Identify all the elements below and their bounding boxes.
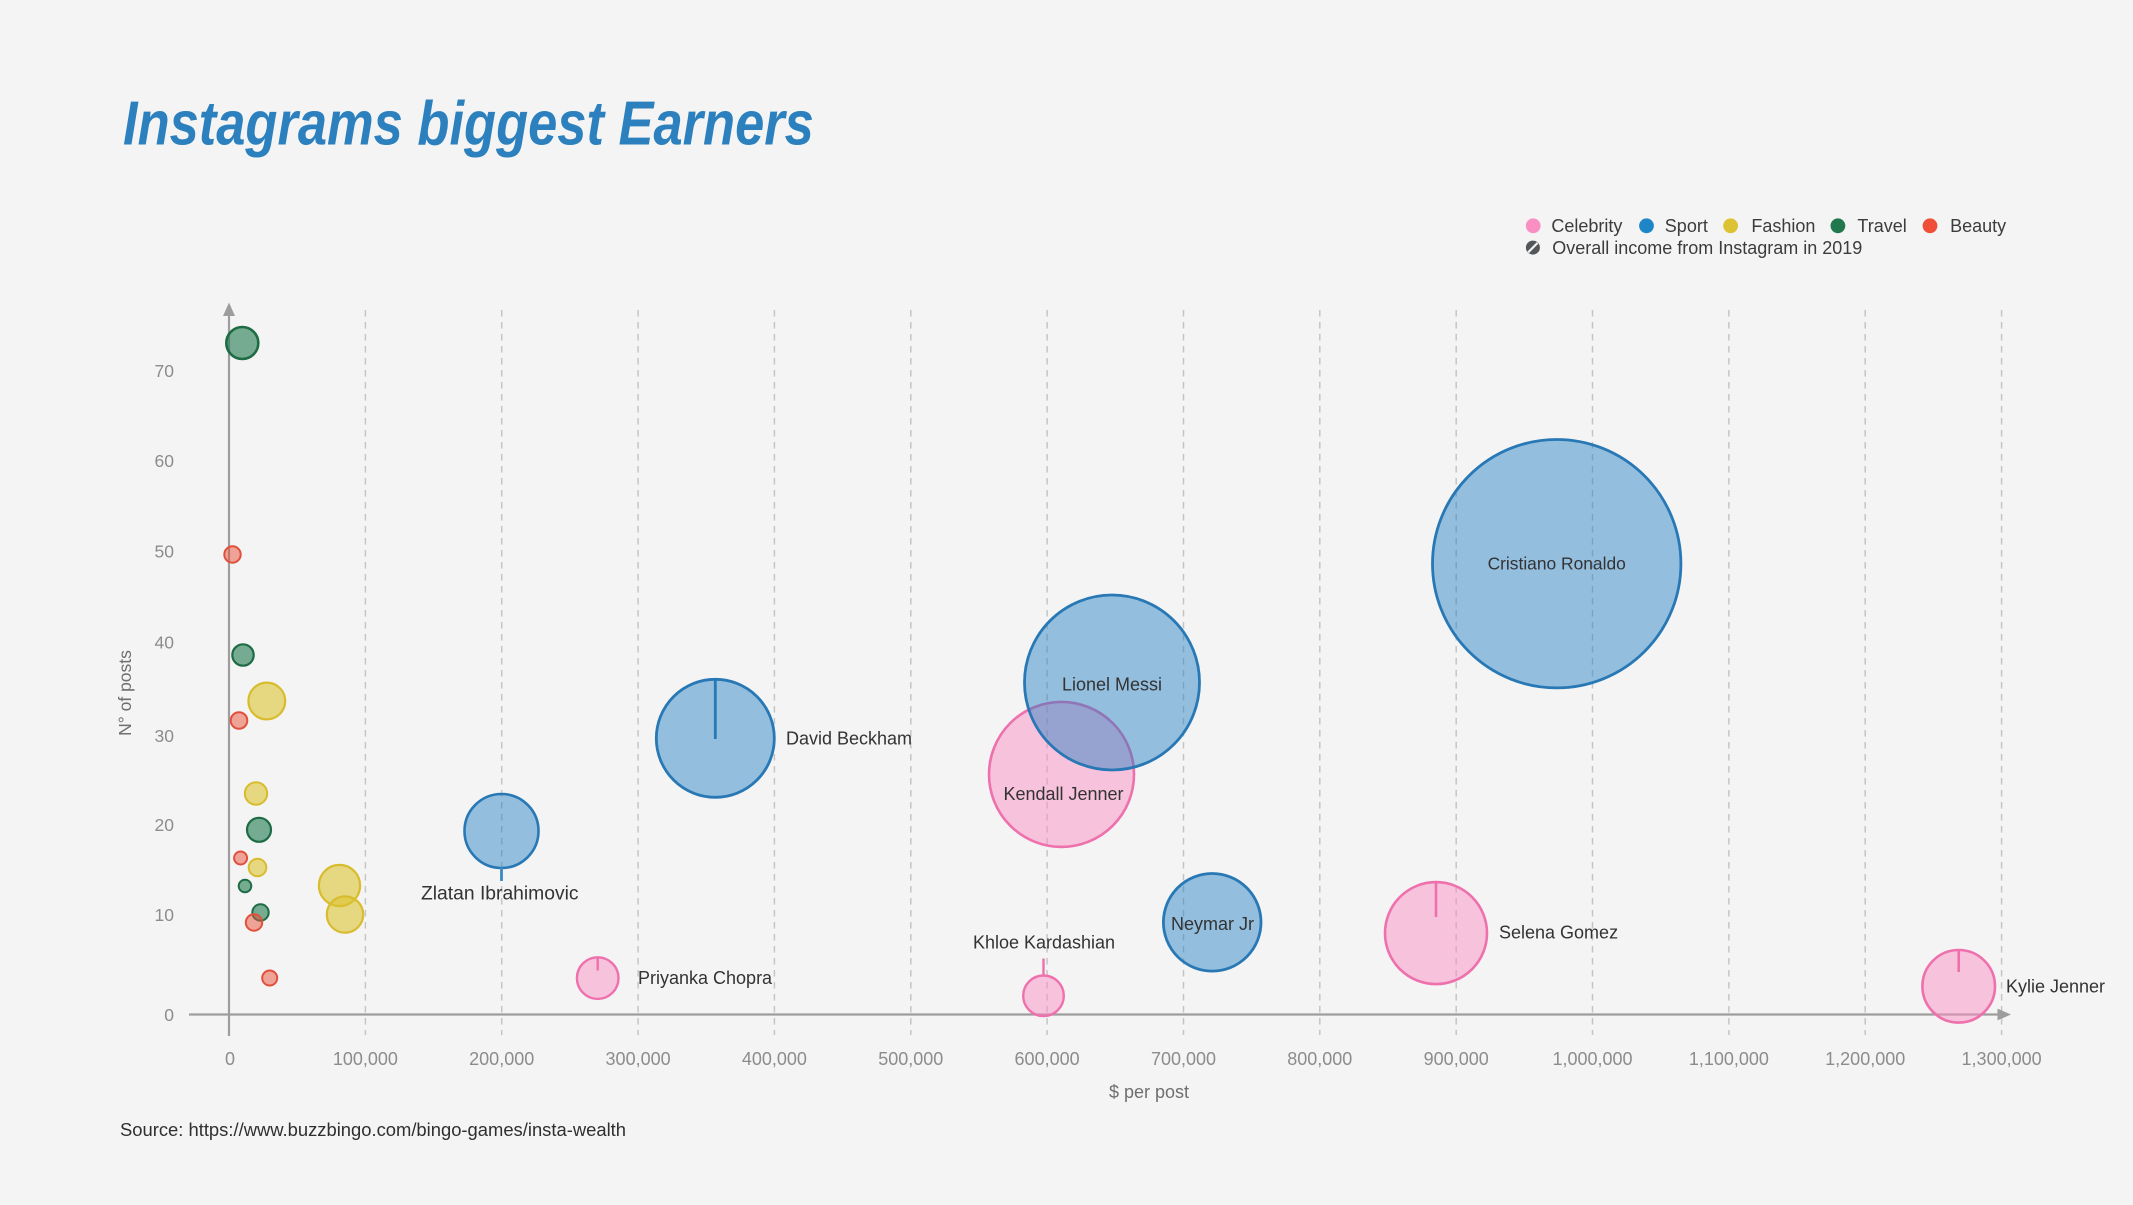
svg-text:Cristiano Ronaldo: Cristiano Ronaldo: [1488, 554, 1626, 574]
svg-text:20: 20: [155, 815, 175, 835]
svg-text:Instagrams biggest Earners: Instagrams biggest Earners: [123, 89, 814, 158]
svg-text:1,300,000: 1,300,000: [1962, 1049, 2042, 1069]
svg-text:300,000: 300,000: [606, 1049, 671, 1069]
svg-text:900,000: 900,000: [1424, 1049, 1489, 1069]
svg-text:Neymar Jr: Neymar Jr: [1171, 914, 1254, 934]
svg-text:40: 40: [155, 633, 175, 653]
svg-text:Source: https://www.buzzbingo.: Source: https://www.buzzbingo.com/bingo-…: [120, 1119, 626, 1140]
svg-text:1,200,000: 1,200,000: [1825, 1049, 1905, 1069]
svg-text:60: 60: [155, 451, 175, 471]
svg-text:800,000: 800,000: [1287, 1049, 1352, 1069]
svg-text:30: 30: [155, 726, 175, 746]
svg-text:Selena Gomez: Selena Gomez: [1499, 923, 1618, 943]
svg-text:400,000: 400,000: [742, 1049, 807, 1069]
svg-text:Fashion: Fashion: [1751, 216, 1815, 236]
svg-text:600,000: 600,000: [1015, 1049, 1080, 1069]
svg-text:$ per post: $ per post: [1109, 1082, 1189, 1102]
svg-text:1,000,000: 1,000,000: [1552, 1049, 1632, 1069]
svg-text:700,000: 700,000: [1151, 1049, 1216, 1069]
svg-text:Beauty: Beauty: [1950, 216, 2006, 236]
svg-text:Priyanka Chopra: Priyanka Chopra: [638, 968, 773, 988]
svg-text:0: 0: [164, 1005, 174, 1025]
svg-text:Sport: Sport: [1665, 216, 1708, 236]
svg-text:500,000: 500,000: [878, 1049, 943, 1069]
svg-text:Zlatan Ibrahimovic: Zlatan Ibrahimovic: [421, 884, 579, 905]
svg-text:50: 50: [155, 542, 175, 562]
svg-text:N° of posts: N° of posts: [115, 650, 135, 736]
svg-text:70: 70: [155, 361, 175, 381]
svg-text:10: 10: [155, 905, 175, 925]
svg-text:Celebrity: Celebrity: [1551, 216, 1622, 236]
svg-text:David Beckham: David Beckham: [786, 729, 912, 749]
svg-text:Kylie Jenner: Kylie Jenner: [2006, 977, 2105, 997]
svg-text:Khloe Kardashian: Khloe Kardashian: [973, 933, 1115, 953]
svg-text:100,000: 100,000: [333, 1049, 398, 1069]
svg-text:Lionel Messi: Lionel Messi: [1062, 675, 1162, 695]
svg-text:1,100,000: 1,100,000: [1689, 1049, 1769, 1069]
svg-text:0: 0: [225, 1049, 235, 1069]
svg-text:200,000: 200,000: [469, 1049, 534, 1069]
svg-text:Overall income from Instagram: Overall income from Instagram in 2019: [1552, 238, 1862, 258]
svg-text:Kendall Jenner: Kendall Jenner: [1003, 784, 1123, 804]
svg-text:Travel: Travel: [1857, 216, 1906, 236]
